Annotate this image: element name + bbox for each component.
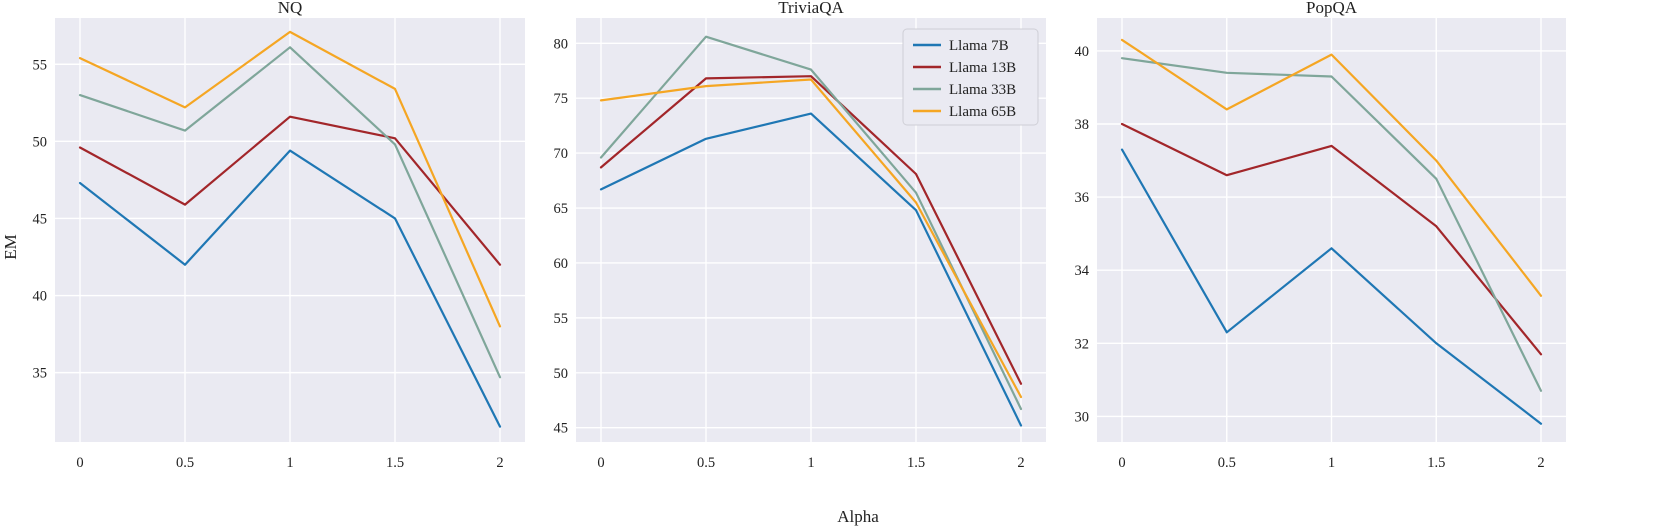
y-tick-label: 45: [33, 211, 48, 227]
x-tick-label: 0: [597, 455, 604, 471]
x-tick-label: 0.5: [697, 455, 715, 471]
y-tick-label: 38: [1075, 117, 1090, 133]
series-line: [1120, 122, 1543, 356]
panel-title: NQ: [278, 0, 303, 17]
legend: Llama 7B Llama 13B Llama 33B Llama 65B: [902, 28, 1039, 126]
x-tick-label: 1.5: [1427, 455, 1445, 471]
y-tick-label: 75: [554, 91, 569, 107]
series-line: [78, 46, 502, 379]
series-line: [78, 30, 502, 328]
x-tick-label: 2: [1537, 455, 1544, 471]
x-tick-label: 2: [1017, 455, 1024, 471]
y-tick-label: 40: [1075, 44, 1090, 60]
x-tick-label: 1.5: [386, 455, 404, 471]
series-line: [599, 112, 1023, 427]
y-tick-label: 45: [554, 421, 569, 437]
y-tick-label: 55: [554, 311, 569, 327]
x-tick-label: 2: [496, 455, 503, 471]
x-tick-label: 0: [76, 455, 83, 471]
panel-1: 0 0.5 1 1.5 2 45 50 55 60 65 70 75 80 TriviaQA Llama 7…: [554, 0, 1046, 471]
series-line: [599, 75, 1023, 385]
y-tick-label: 34: [1075, 263, 1090, 279]
series-line: [78, 115, 502, 266]
series-line: [1120, 148, 1543, 425]
x-tick-label: 0.5: [1218, 455, 1236, 471]
y-tick-label: 36: [1075, 190, 1090, 206]
x-tick-label: 1: [286, 455, 293, 471]
y-tick-label: 50: [33, 134, 48, 150]
x-tick-label: 1: [807, 455, 814, 471]
x-tick-label: 1.5: [907, 455, 925, 471]
y-tick-label: 55: [33, 57, 48, 73]
y-tick-label: 65: [554, 201, 569, 217]
legend-label: Llama 65B: [949, 104, 1016, 120]
series-line: [1120, 38, 1543, 297]
series-line: [78, 149, 502, 428]
x-tick-label: 0: [1118, 455, 1125, 471]
y-axis-label: EM: [1, 234, 20, 260]
y-tick-label: 50: [554, 366, 569, 382]
series-line: [599, 78, 1023, 399]
y-tick-label: 60: [554, 256, 569, 272]
legend-label: Llama 13B: [949, 60, 1016, 76]
legend-box: [902, 28, 1039, 126]
panel-title: TriviaQA: [778, 0, 844, 17]
y-tick-label: 80: [554, 36, 569, 52]
series-line: [1120, 57, 1543, 392]
series-line: [599, 35, 1023, 411]
legend-label: Llama 33B: [949, 82, 1016, 98]
y-tick-label: 30: [1075, 409, 1090, 425]
x-tick-label: 0.5: [176, 455, 194, 471]
y-tick-label: 35: [33, 366, 48, 382]
legend-label: Llama 7B: [949, 38, 1009, 54]
y-tick-label: 32: [1075, 336, 1090, 352]
x-tick-label: 1: [1328, 455, 1335, 471]
y-tick-label: 40: [33, 289, 48, 305]
panel-title: PopQA: [1306, 0, 1358, 17]
x-axis-label: Alpha: [837, 507, 879, 526]
panel-0: 0 0.5 1 1.5 2 35 40 45 50 55 NQ: [33, 0, 525, 471]
panel-2: 0 0.5 1 1.5 2 30 32 34 36 38 40 PopQA: [1075, 0, 1566, 471]
y-tick-label: 70: [554, 146, 569, 162]
